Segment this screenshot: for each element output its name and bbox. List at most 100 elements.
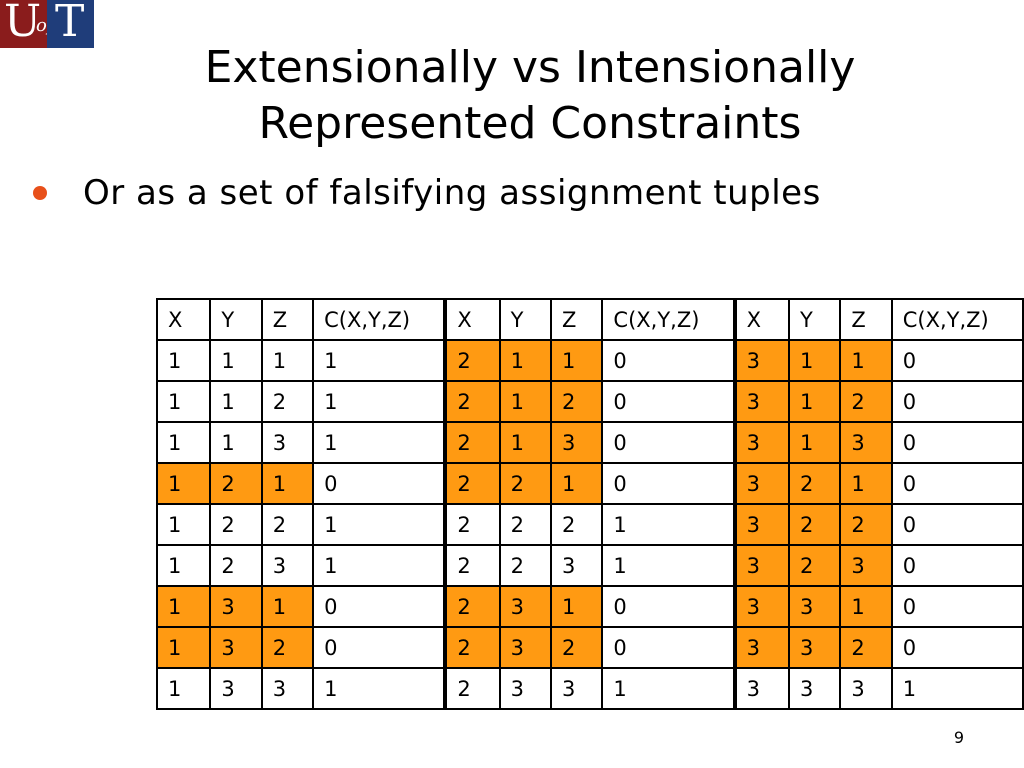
table-cell: 0 [890,462,1024,505]
table-cell: 1 [209,421,263,464]
table-cell: 0 [601,585,736,628]
table-cell: 0 [601,421,736,464]
table-header-cell: Y [787,298,842,341]
table-cell: 2 [498,544,553,587]
table-cell: 0 [890,503,1024,546]
table-cell: 2 [443,503,501,546]
table-cell: 3 [260,544,315,587]
table-cell: 3 [732,626,790,669]
table-cell: 3 [209,585,263,628]
table-cell: 2 [839,503,893,546]
table-header-cell: C(X,Y,Z) [312,298,447,341]
university-logo: U of T [0,0,94,48]
table-cell: 3 [550,421,604,464]
table-header-cell: Z [260,298,315,341]
table-cell: 3 [732,462,790,505]
table-cell: 0 [312,462,447,505]
table-cell: 0 [890,380,1024,423]
table-cell: 0 [601,380,736,423]
table-header-row: X Y Z C(X,Y,Z) X Y Z C(X,Y,Z) X Y Z C(X,Y,Z) [155,298,1024,341]
table-cell: 1 [155,462,212,505]
table-cell: 2 [209,544,263,587]
table-cell: 2 [443,380,501,423]
table-cell: 3 [550,667,604,710]
table-cell: 1 [601,544,736,587]
table-cell: 1 [839,339,893,382]
table-cell: 2 [209,462,263,505]
constraint-table: X Y Z C(X,Y,Z) X Y Z C(X,Y,Z) X Y Z C(X,Y,Z) 1 1 1 1 2 1 1… [155,298,1024,710]
table-cell: 0 [890,544,1024,587]
table-cell: 2 [787,462,842,505]
table-cell: 3 [732,503,790,546]
table-cell: 1 [787,339,842,382]
table-cell: 1 [312,339,447,382]
table-cell: 1 [155,339,212,382]
table-cell: 2 [443,585,501,628]
table-cell: 2 [260,380,315,423]
table-cell: 2 [209,503,263,546]
table-cell: 2 [443,339,501,382]
table-cell: 3 [209,667,263,710]
table-cell: 2 [443,626,501,669]
table-cell: 3 [787,667,842,710]
table-cell: 1 [260,585,315,628]
table-header-cell: Y [209,298,263,341]
table-cell: 1 [155,544,212,587]
table-cell: 0 [601,339,736,382]
table-cell: 3 [260,667,315,710]
table-header-cell: Z [839,298,893,341]
table-cell: 1 [155,380,212,423]
table-cell: 2 [443,667,501,710]
table-cell: 0 [890,421,1024,464]
table-cell: 1 [260,462,315,505]
table-cell: 1 [312,667,447,710]
constraint-table-body: X Y Z C(X,Y,Z) X Y Z C(X,Y,Z) X Y Z C(X,Y,Z) 1 1 1 1 2 1 1… [155,298,1024,710]
slide-title-line1: Extensionally vs Intensionally [204,42,856,93]
table-cell: 1 [155,626,212,669]
table-cell: 0 [312,626,447,669]
table-cell: 1 [787,421,842,464]
table-cell: 1 [498,380,553,423]
table-cell: 2 [839,380,893,423]
table-cell: 2 [443,462,501,505]
table-cell: 1 [601,503,736,546]
table-cell: 3 [732,421,790,464]
table-header-cell: X [443,298,501,341]
table-cell: 3 [787,626,842,669]
table-cell: 1 [155,421,212,464]
table-cell: 3 [732,667,790,710]
table-cell: 3 [550,544,604,587]
table-cell: 3 [732,585,790,628]
bullet-dot-icon [33,186,47,200]
table-cell: 2 [260,626,315,669]
table-cell: 1 [550,339,604,382]
table-cell: 3 [839,544,893,587]
table-header-cell: C(X,Y,Z) [601,298,736,341]
table-header-cell: X [155,298,212,341]
table-cell: 3 [209,626,263,669]
table-cell: 2 [498,462,553,505]
table-cell: 1 [601,667,736,710]
table-header-cell: X [732,298,790,341]
table-cell: 1 [155,667,212,710]
table-header-cell: Y [498,298,553,341]
table-cell: 1 [155,585,212,628]
table-header-cell: Z [550,298,604,341]
table-cell: 1 [260,339,315,382]
table-cell: 2 [260,503,315,546]
table-cell: 1 [839,462,893,505]
table-cell: 3 [787,585,842,628]
table-cell: 1 [312,380,447,423]
table-cell: 2 [787,503,842,546]
table-cell: 1 [209,339,263,382]
table-cell: 2 [550,380,604,423]
table-cell: 2 [443,421,501,464]
table-cell: 1 [550,462,604,505]
table-cell: 0 [890,585,1024,628]
table-cell: 1 [787,380,842,423]
table-cell: 1 [209,380,263,423]
